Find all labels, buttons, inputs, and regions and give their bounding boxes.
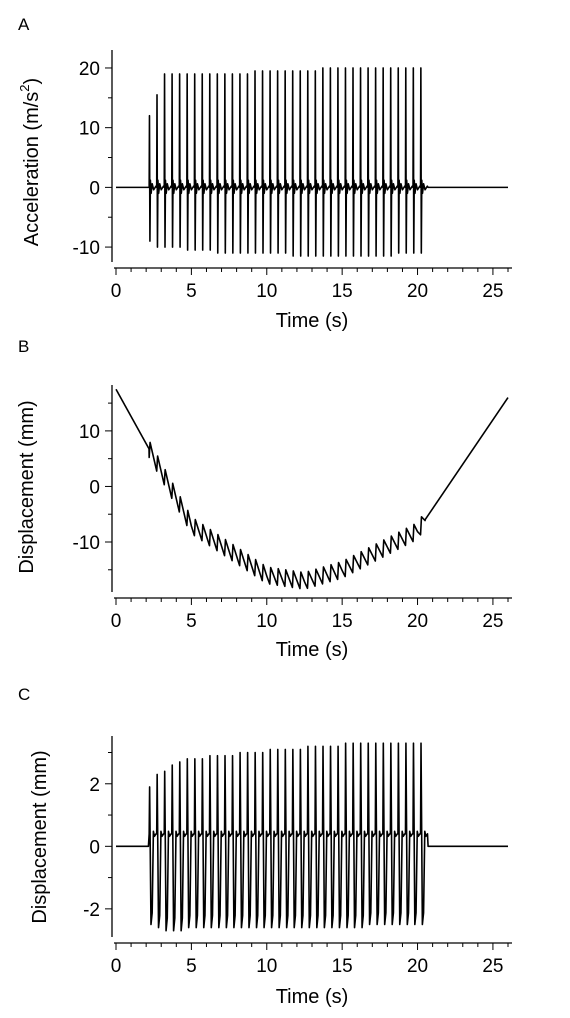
panel-a-plot-area: 0 5 10 15 20 25 -10 0 10 20 — [73, 50, 512, 302]
panel-b-x-tick-label: 5 — [186, 611, 197, 632]
panel-b-y-tick-label: 0 — [89, 477, 100, 498]
panel-b-x-tick-label: 10 — [256, 611, 277, 632]
panel-b-ylabel: Displacement (mm) — [16, 400, 38, 573]
panel-b-series-line — [115, 388, 509, 590]
panel-c-label: C — [18, 685, 30, 704]
panel-b-plot-area: 0 5 10 15 20 25 -10 0 10 — [73, 385, 512, 632]
panel-b-x-tick-label: 20 — [407, 611, 428, 632]
panel-b-x-tick-label: 15 — [332, 611, 353, 632]
panel-b-y-tick-label: -10 — [73, 533, 100, 554]
panel-a-x-tick-label: 15 — [332, 281, 353, 302]
panel-a: A 0 5 10 15 20 25 -10 0 10 20 Time (s) Accelerati… — [17, 15, 512, 332]
panel-b-x-tick-label: 0 — [111, 611, 122, 632]
panel-c-plot-area: 0 5 10 15 20 25 -2 0 2 — [83, 736, 512, 977]
panel-a-x-tick-label: 10 — [256, 281, 277, 302]
panel-b-y-tick-label: 10 — [79, 422, 100, 443]
panel-a-x-tick-label: 5 — [186, 281, 197, 302]
panel-c-y-tick-label: 0 — [89, 837, 100, 858]
panel-a-y-tick-label: -10 — [73, 238, 100, 259]
panel-c-y-tick-label: 2 — [89, 775, 100, 796]
panel-c-y-tick-label: -2 — [83, 900, 100, 921]
panel-b-xlabel: Time (s) — [276, 639, 349, 661]
panel-b-x-tick-label: 25 — [482, 611, 503, 632]
panel-c-series-line — [116, 742, 508, 932]
panel-a-x-tick-label: 0 — [111, 281, 122, 302]
panel-b-label: B — [18, 337, 29, 356]
panel-c-x-tick-label: 10 — [256, 956, 277, 977]
panel-c: C 0 5 10 15 20 25 -2 0 2 Time (s) Displacement (… — [18, 685, 512, 1008]
panel-a-y-tick-label: 0 — [89, 178, 100, 199]
panel-a-x-tick-label: 20 — [407, 281, 428, 302]
panel-c-x-tick-label: 15 — [332, 956, 353, 977]
panel-a-y-tick-label: 20 — [79, 59, 100, 80]
panel-a-ylabel: Acceleration (m/s2) — [17, 78, 43, 246]
panel-c-x-tick-label: 5 — [186, 956, 197, 977]
panel-a-xlabel: Time (s) — [276, 310, 349, 332]
panel-a-label: A — [18, 15, 30, 34]
panel-c-x-tick-label: 0 — [111, 956, 122, 977]
panel-a-x-tick-label: 25 — [482, 281, 503, 302]
panel-c-x-tick-label: 25 — [482, 956, 503, 977]
panel-a-series-line — [116, 67, 508, 257]
panel-c-x-tick-label: 20 — [407, 956, 428, 977]
panel-c-xlabel: Time (s) — [276, 986, 349, 1008]
panel-a-y-tick-label: 10 — [79, 119, 100, 140]
panel-b: B 0 5 10 15 20 25 -10 0 10 Time (s) Displacement… — [16, 337, 512, 661]
panel-c-ylabel: Displacement (mm) — [29, 750, 51, 923]
